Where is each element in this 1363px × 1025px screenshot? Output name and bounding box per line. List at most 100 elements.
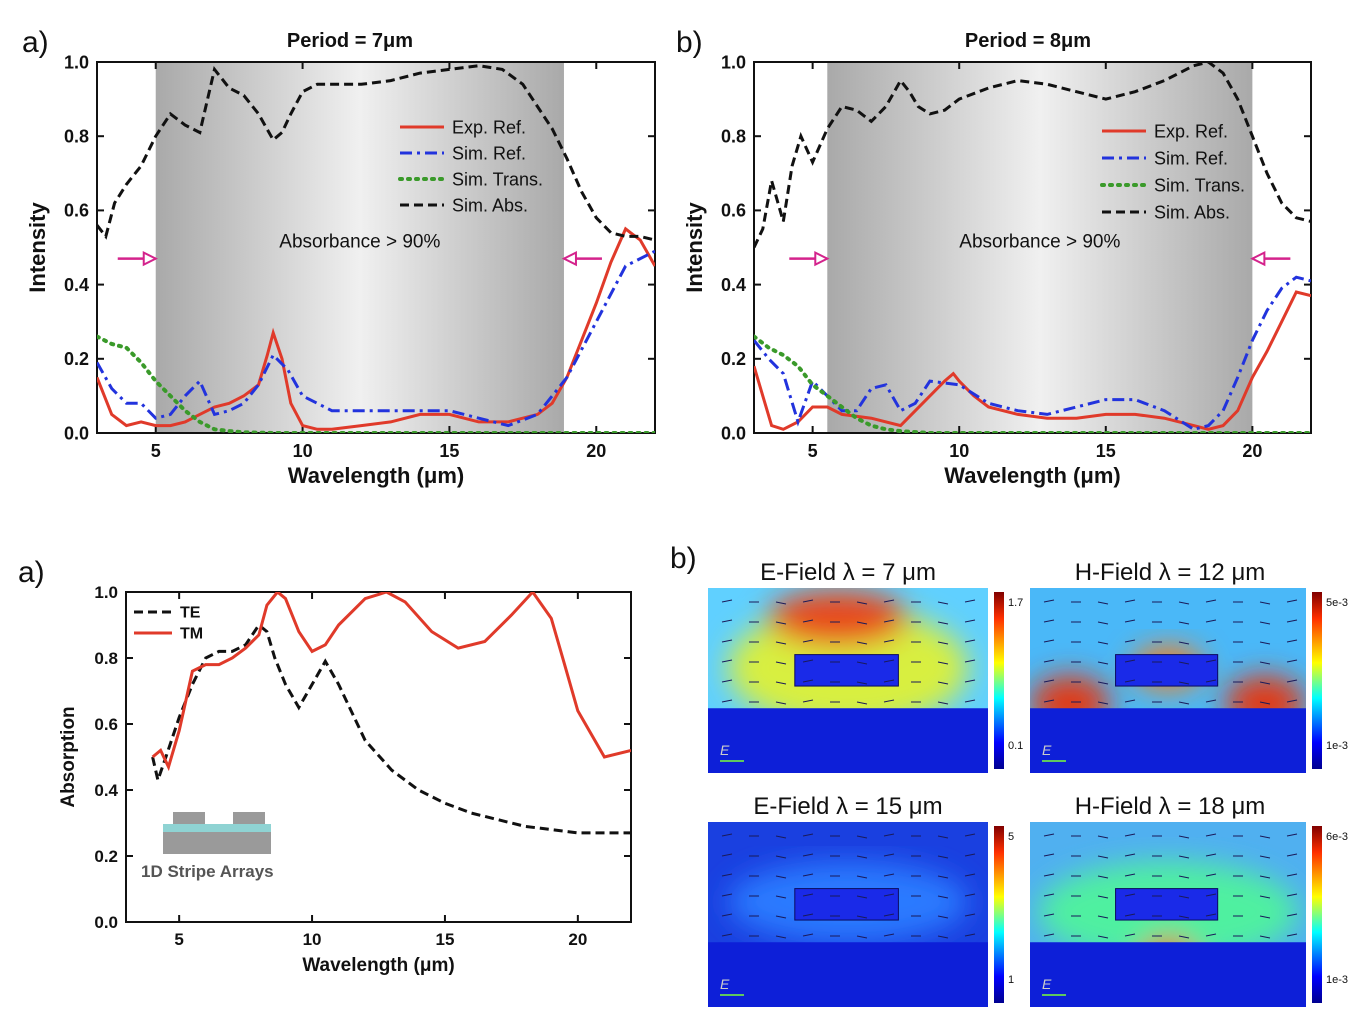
colorbar-max: 6e-3 — [1326, 831, 1348, 843]
field-vector — [856, 835, 868, 839]
field-vector — [1286, 619, 1298, 623]
legend-label: Exp. Ref. — [452, 117, 526, 137]
x-tick-label: 20 — [568, 930, 587, 949]
field-vector — [883, 833, 895, 837]
colorbar — [1312, 592, 1322, 769]
field-vector — [1097, 895, 1109, 899]
x-axis-label: Wavelength (μm) — [944, 463, 1120, 488]
field-image — [1030, 588, 1306, 773]
vector-label: E — [1042, 742, 1052, 758]
y-tick-label: 0.0 — [721, 423, 746, 443]
field-vector — [1178, 641, 1190, 645]
field-vector — [1205, 619, 1217, 623]
field-vector — [721, 913, 733, 917]
stripe-1 — [173, 812, 205, 824]
field-map-1: E — [1030, 588, 1306, 773]
arrow-head — [814, 251, 830, 267]
field-vector — [964, 659, 976, 663]
field-vector — [937, 915, 949, 919]
field-vector — [1124, 599, 1136, 603]
field-vector — [1178, 621, 1190, 625]
field-vector — [1124, 853, 1136, 857]
field-vector — [1043, 679, 1055, 683]
field-vector — [721, 873, 733, 877]
field-vector — [1259, 895, 1271, 899]
field-map-title: E-Field λ = 15 μm — [753, 793, 942, 820]
field-vector — [1097, 621, 1109, 625]
field-vector — [1205, 699, 1217, 703]
series-line-1 — [97, 249, 655, 428]
field-map-0: E — [708, 588, 988, 773]
field-vector — [775, 895, 787, 899]
field-vector — [1259, 701, 1271, 705]
field-vector — [1205, 639, 1217, 643]
legend-label: Sim. Trans. — [1154, 175, 1245, 195]
field-vector — [1259, 641, 1271, 645]
field-vector — [856, 915, 868, 919]
y-axis-label: Intensity — [25, 202, 50, 293]
field-vector — [1124, 873, 1136, 877]
field-vector — [802, 639, 814, 643]
colorbar-min: 1e-3 — [1326, 974, 1348, 986]
field-vector — [802, 853, 814, 857]
colorbar — [994, 826, 1004, 1003]
field-vector — [964, 893, 976, 897]
field-vector — [1043, 599, 1055, 603]
field-image — [708, 588, 988, 773]
field-vector — [1286, 853, 1298, 857]
field-vector — [1286, 913, 1298, 917]
field-vector — [1286, 639, 1298, 643]
field-vector — [856, 875, 868, 879]
series-line-0 — [97, 226, 655, 431]
field-vector — [1097, 681, 1109, 685]
field-vector — [721, 679, 733, 683]
field-vector — [883, 853, 895, 857]
field-vector — [721, 853, 733, 857]
x-tick-label: 15 — [439, 441, 459, 461]
series-line-0 — [151, 622, 631, 835]
colorbar-max: 5 — [1008, 831, 1014, 843]
y-tick-label: 0.6 — [721, 201, 746, 221]
spacer-layer — [163, 824, 271, 832]
field-vector — [883, 913, 895, 917]
field-vector — [964, 639, 976, 643]
field-vector — [1259, 875, 1271, 879]
field-vector — [1097, 835, 1109, 839]
x-tick-label: 10 — [293, 441, 313, 461]
y-tick-label: 0.8 — [94, 649, 118, 668]
x-tick-label: 10 — [949, 441, 969, 461]
y-tick-label: 1.0 — [94, 583, 118, 602]
field-vector — [937, 835, 949, 839]
substrate-region — [708, 942, 988, 1007]
field-vector — [883, 933, 895, 937]
field-vector — [1043, 893, 1055, 897]
field-vector — [802, 893, 814, 897]
field-image — [1030, 822, 1306, 1007]
field-vector — [1178, 835, 1190, 839]
vector-label: E — [1042, 976, 1052, 992]
field-vector — [1043, 659, 1055, 663]
field-vector — [856, 895, 868, 899]
substrate-region — [1030, 942, 1306, 1007]
metal-stripe — [794, 654, 899, 687]
field-map-2: E — [708, 822, 988, 1007]
field-vector — [1097, 601, 1109, 605]
field-vector — [721, 833, 733, 837]
field-vector — [1286, 873, 1298, 877]
series-line-0 — [754, 290, 1311, 431]
field-vector — [775, 681, 787, 685]
field-vector — [721, 933, 733, 937]
legend-label: Sim. Ref. — [452, 143, 526, 163]
field-vector — [1124, 833, 1136, 837]
field-vector — [1286, 833, 1298, 837]
field-vector — [1097, 915, 1109, 919]
legend-label: Exp. Ref. — [1154, 121, 1228, 141]
field-vector — [937, 935, 949, 939]
field-vector — [1124, 699, 1136, 703]
field-vector — [964, 679, 976, 683]
field-vector — [937, 875, 949, 879]
field-vector — [964, 833, 976, 837]
field-vector — [1124, 679, 1136, 683]
y-tick-label: 0.4 — [64, 275, 89, 295]
field-vector — [775, 855, 787, 859]
